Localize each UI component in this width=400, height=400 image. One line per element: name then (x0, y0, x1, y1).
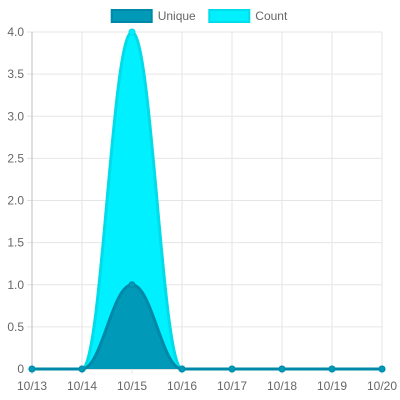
data-point-unique[interactable] (378, 365, 386, 373)
y-tick-label: 1.5 (7, 236, 24, 250)
y-tick-label: 3.0 (7, 109, 24, 123)
data-point-unique[interactable] (78, 365, 86, 373)
legend-swatch (208, 9, 251, 23)
series-area-unique (32, 284, 382, 369)
y-tick-label: 2.0 (7, 194, 24, 208)
x-tick-label: 10/19 (317, 379, 347, 393)
data-point-unique[interactable] (28, 365, 36, 373)
legend-item-count[interactable]: Count (208, 9, 288, 23)
x-axis-ticks: 10/13 10/14 10/15 10/16 10/17 10/18 10/19 10/20 (17, 379, 397, 393)
data-point-unique[interactable] (178, 365, 186, 373)
x-tick-label: 10/15 (117, 379, 147, 393)
x-tick-label: 10/20 (367, 379, 397, 393)
x-tick-label: 10/17 (217, 379, 247, 393)
y-tick-label: 4.0 (7, 25, 24, 39)
legend-label: Count (255, 9, 288, 23)
x-tick-label: 10/13 (17, 379, 47, 393)
y-axis-ticks: 0 0.5 1.0 1.5 2.0 2.5 3.0 3.5 4.0 (7, 25, 24, 376)
x-tick-label: 10/18 (267, 379, 297, 393)
y-tick-label: 1.0 (7, 278, 24, 292)
y-tick-label: 0 (17, 362, 24, 376)
legend-item-unique[interactable]: Unique (110, 9, 196, 23)
x-tick-label: 10/16 (167, 379, 197, 393)
legend-label: Unique (158, 9, 196, 23)
y-tick-label: 2.5 (7, 151, 24, 165)
data-point-unique[interactable] (328, 365, 336, 373)
legend-swatch (110, 9, 153, 23)
x-tick-label: 10/14 (67, 379, 97, 393)
data-point-unique[interactable] (128, 281, 136, 289)
series-layer (28, 28, 386, 373)
legend: Unique Count (110, 9, 288, 23)
grid-lines (27, 31, 383, 374)
series-area-count (32, 32, 382, 369)
y-tick-label: 0.5 (7, 320, 24, 334)
data-point-unique[interactable] (278, 365, 286, 373)
data-point-count[interactable] (128, 28, 136, 36)
y-tick-label: 3.5 (7, 67, 24, 81)
data-point-unique[interactable] (228, 365, 236, 373)
series-unique (28, 281, 386, 373)
